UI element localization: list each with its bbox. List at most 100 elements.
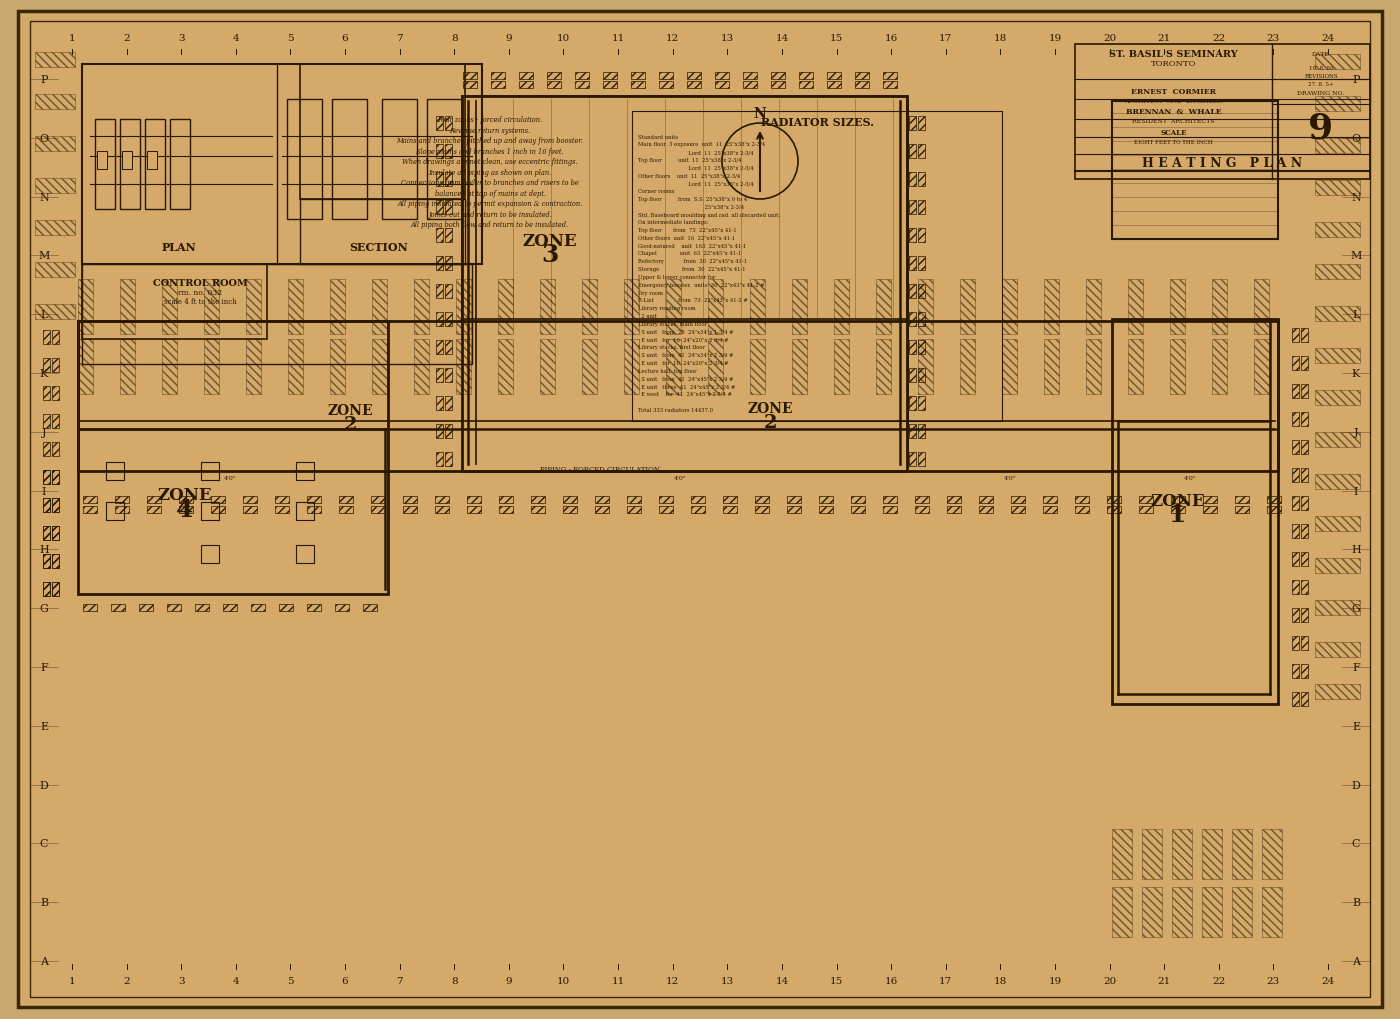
Bar [531, 496, 545, 503]
Text: RADIATOR SIZES.: RADIATOR SIZES. [760, 116, 874, 127]
Text: H: H [39, 545, 49, 555]
Bar [631, 112, 1002, 422]
Bar [917, 284, 924, 299]
Text: 6: 6 [342, 976, 349, 985]
Text: 20: 20 [1103, 976, 1116, 985]
Bar [78, 322, 1278, 472]
Bar [750, 280, 764, 334]
Text: 13: 13 [721, 976, 734, 985]
Text: O: O [39, 133, 49, 144]
Text: 17: 17 [939, 34, 952, 43]
Text: 12: 12 [666, 34, 679, 43]
Text: ZONE: ZONE [522, 232, 577, 250]
Bar [883, 82, 897, 89]
Bar [279, 604, 293, 611]
Text: Lord  11  25"x38"x 2-3/4: Lord 11 25"x38"x 2-3/4 [638, 165, 753, 170]
Bar [83, 265, 267, 339]
Bar [1172, 829, 1191, 879]
Text: 23: 23 [1267, 34, 1280, 43]
Bar [1301, 496, 1308, 511]
Bar [563, 506, 577, 513]
Bar [1301, 581, 1308, 594]
Bar [631, 82, 645, 89]
Text: ARCHITECT  AND  ENGINEER: ARCHITECT AND ENGINEER [1124, 99, 1222, 103]
Bar [52, 498, 59, 513]
Bar [244, 496, 258, 503]
Bar [52, 583, 59, 596]
Text: B: B [41, 898, 48, 907]
Bar [1315, 517, 1359, 532]
Bar [403, 496, 417, 503]
Bar [819, 496, 833, 503]
Text: 19: 19 [1049, 34, 1061, 43]
Bar [547, 82, 561, 89]
Bar [35, 95, 76, 110]
Text: B: B [1352, 898, 1359, 907]
Bar [307, 496, 321, 503]
Text: S unit   from  41  24"x34"x 2 3/4 #: S unit from 41 24"x34"x 2 3/4 # [638, 353, 734, 358]
Bar [799, 82, 813, 89]
Bar [595, 496, 609, 503]
Bar [223, 604, 237, 611]
Bar [445, 425, 452, 438]
Bar [603, 72, 617, 79]
Bar [179, 506, 193, 513]
Text: 11: 11 [612, 34, 624, 43]
Bar [307, 604, 321, 611]
Bar [202, 545, 218, 564]
Bar [42, 386, 49, 400]
Bar [743, 82, 757, 89]
Bar [755, 496, 769, 503]
Bar [167, 604, 181, 611]
Text: D: D [1351, 780, 1361, 790]
Bar [1291, 413, 1299, 427]
Bar [1315, 180, 1359, 196]
Bar [715, 72, 729, 79]
Bar [204, 280, 218, 334]
Bar [52, 471, 59, 484]
Bar [120, 339, 134, 394]
Text: 8: 8 [451, 34, 458, 43]
Bar [659, 82, 673, 89]
Text: N: N [39, 193, 49, 203]
Bar [827, 72, 841, 79]
Bar [687, 72, 701, 79]
Bar [491, 82, 505, 89]
Bar [52, 527, 59, 540]
Text: Storage              from  30  22"x45"x 41-1: Storage from 30 22"x45"x 41-1 [638, 267, 746, 272]
Text: SCALE: SCALE [1161, 128, 1187, 137]
Bar [52, 415, 59, 429]
Text: Four zones - forced circulation.: Four zones - forced circulation. [437, 116, 543, 124]
Bar [456, 339, 470, 394]
Text: Top floor       from  73  22"x45"x 41-1: Top floor from 73 22"x45"x 41-1 [638, 228, 736, 233]
Bar [1044, 339, 1058, 394]
Bar [1002, 339, 1016, 394]
Text: PLAN: PLAN [161, 242, 196, 253]
Text: I: I [1354, 486, 1358, 496]
Bar [1112, 102, 1278, 239]
Bar [414, 280, 428, 334]
Bar [463, 72, 477, 79]
Bar [659, 506, 673, 513]
Bar [211, 506, 225, 513]
Bar [946, 506, 960, 513]
Text: A: A [41, 956, 48, 966]
Bar [917, 425, 924, 438]
Bar [1112, 320, 1278, 704]
Bar [83, 265, 472, 365]
Bar [787, 496, 801, 503]
Bar [435, 313, 442, 327]
Bar [445, 145, 452, 159]
Text: 22: 22 [1212, 976, 1225, 985]
Text: Other floors  unit  16  22"x45"x 41-1: Other floors unit 16 22"x45"x 41-1 [638, 235, 735, 240]
Bar [445, 201, 452, 215]
Bar [834, 339, 848, 394]
Text: M: M [38, 251, 49, 261]
Text: 2 unit: 2 unit [638, 314, 657, 319]
Bar [52, 554, 59, 569]
Bar [498, 280, 512, 334]
Bar [1011, 506, 1025, 513]
Bar [582, 280, 596, 334]
Bar [1315, 55, 1359, 70]
Bar [52, 498, 59, 513]
